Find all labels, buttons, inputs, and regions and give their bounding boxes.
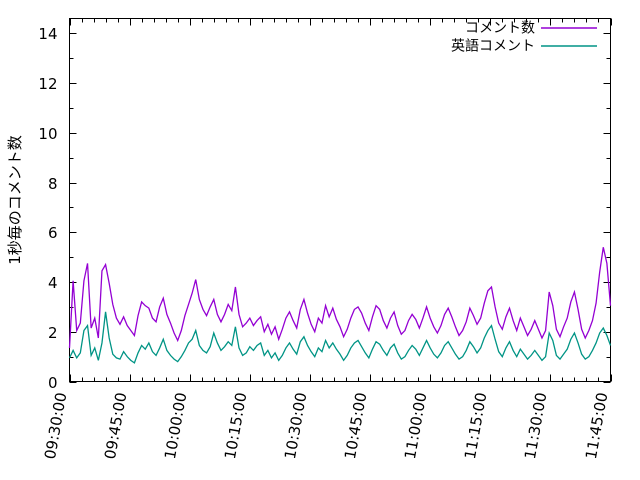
y-tick-label: 4 <box>48 274 58 292</box>
y-tick-label: 2 <box>48 324 58 342</box>
y-tick-label: 14 <box>38 25 57 43</box>
y-axis-title: 1秒毎のコメント数 <box>6 135 24 265</box>
y-tick-label: 12 <box>38 75 57 93</box>
y-tick-label: 8 <box>48 175 58 193</box>
legend-label-0: コメント数 <box>465 21 535 37</box>
y-tick-label: 6 <box>48 224 58 242</box>
legend-label-1: 英語コメント <box>451 38 535 55</box>
y-tick-label: 0 <box>48 374 58 392</box>
series-line-english-comment <box>68 311 612 364</box>
y-axis-ticks: 0 2 4 6 8 10 12 14 <box>38 25 611 392</box>
plot-frame <box>68 17 612 383</box>
series-line-comment-count <box>68 247 612 348</box>
data-series-group <box>68 247 612 364</box>
y-tick-label: 10 <box>38 125 57 143</box>
y-axis-title-text: 1秒毎のコメント数 <box>6 135 24 265</box>
